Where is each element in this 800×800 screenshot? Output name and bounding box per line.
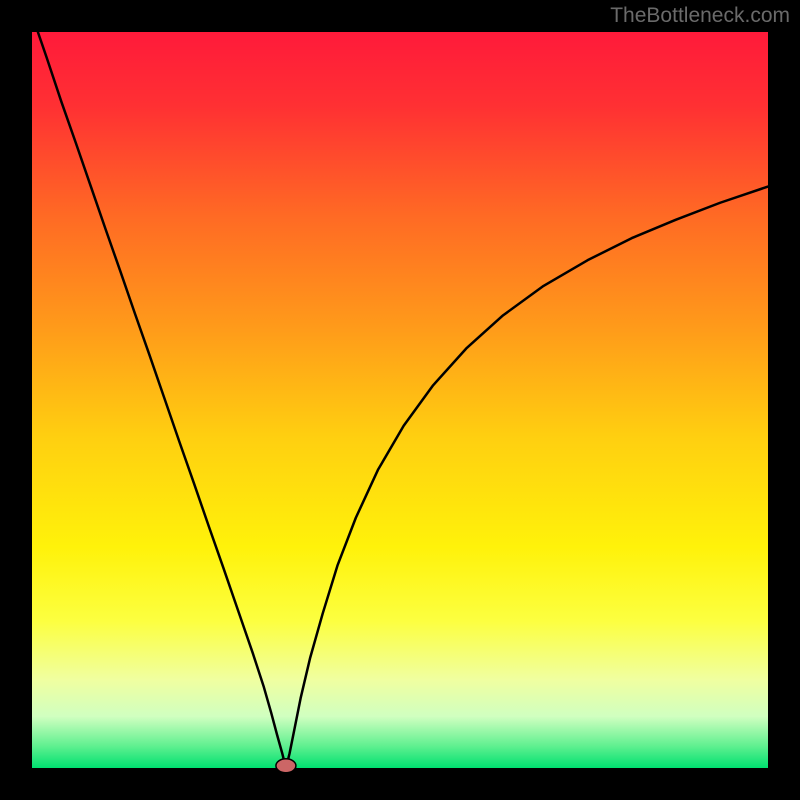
bottleneck-chart (0, 0, 800, 800)
chart-container: TheBottleneck.com (0, 0, 800, 800)
minimum-marker (276, 759, 296, 773)
plot-background (32, 32, 768, 768)
watermark-text: TheBottleneck.com (610, 4, 790, 28)
